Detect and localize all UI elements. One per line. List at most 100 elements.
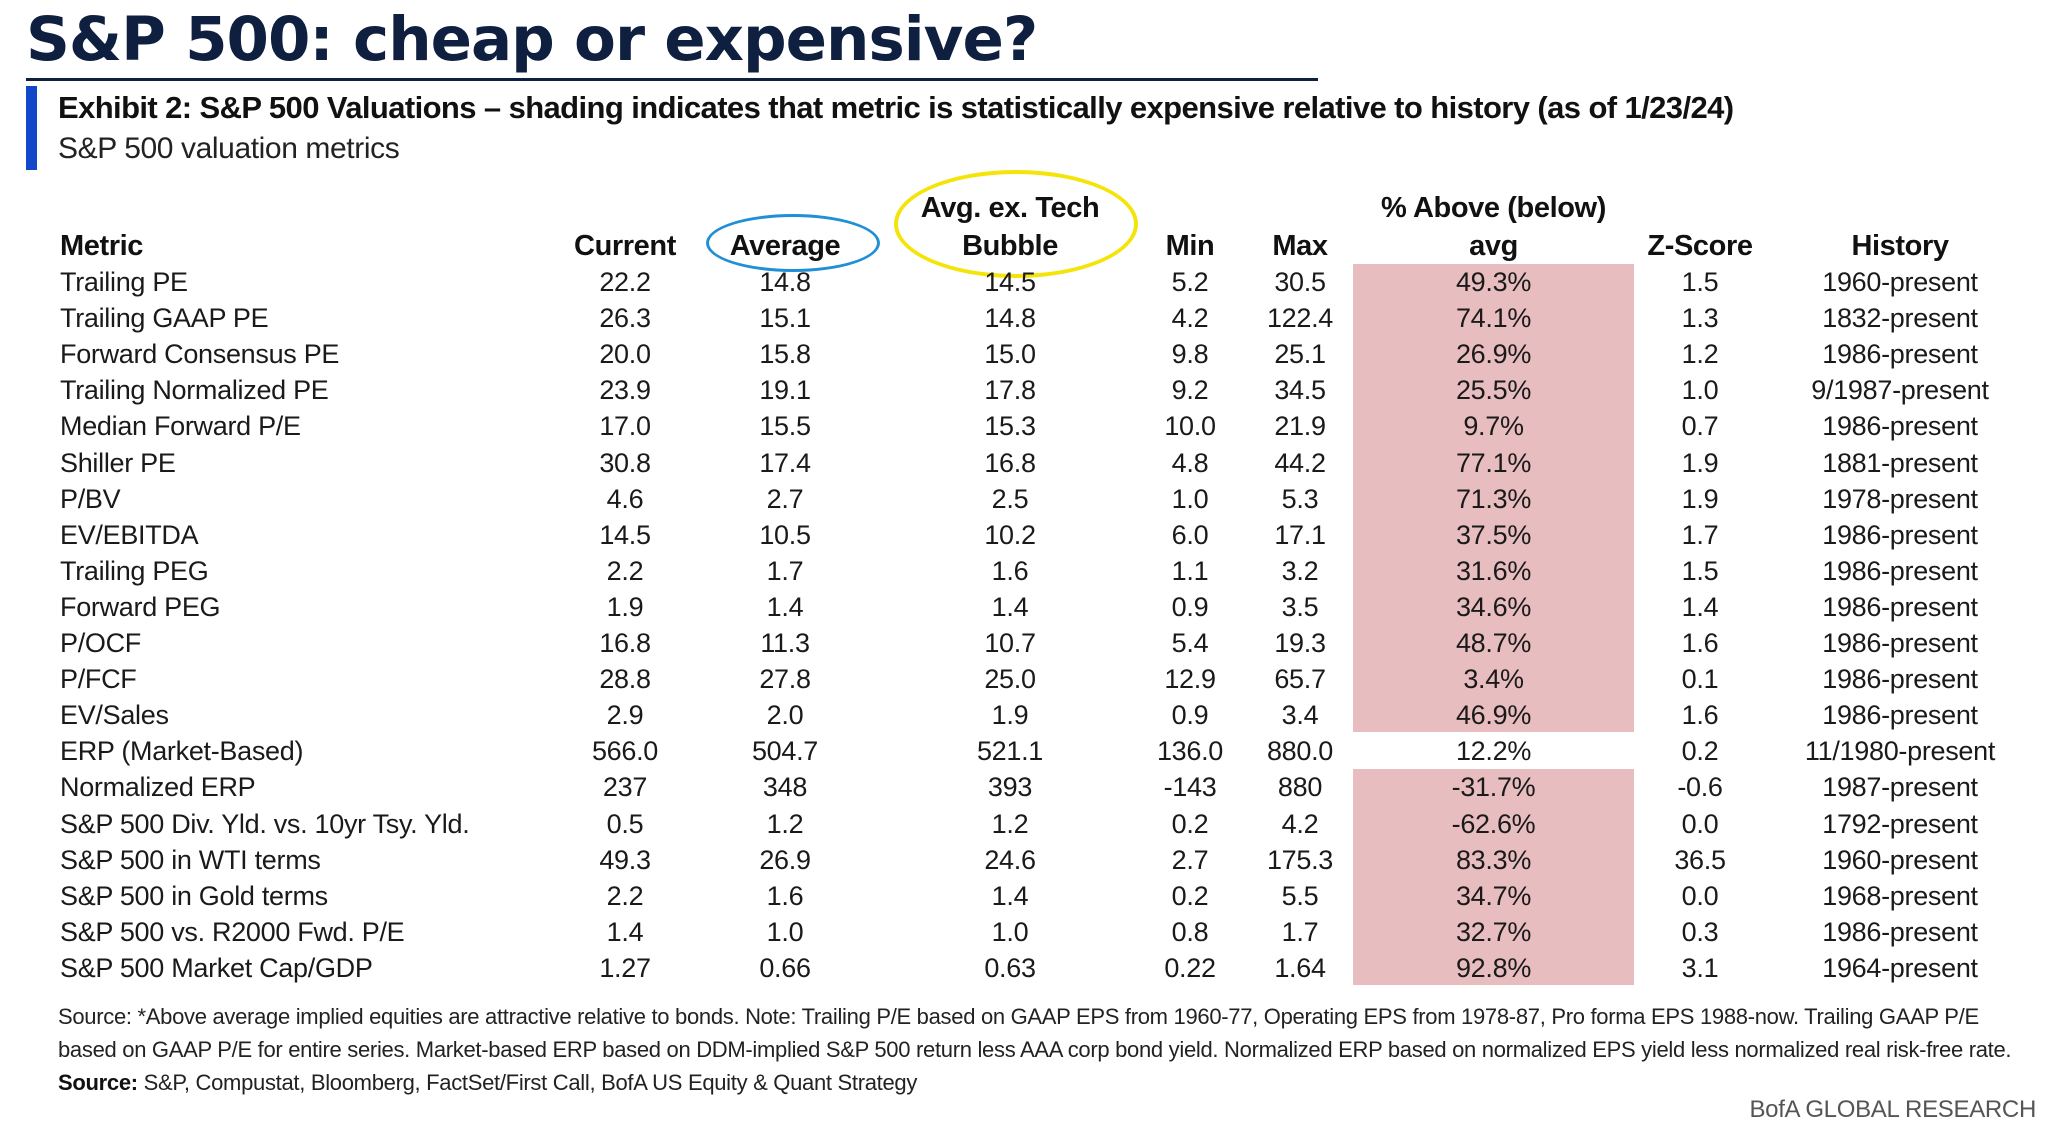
cell-average: 15.5 — [759, 411, 811, 442]
cell-pct-above: 12.2% — [1455, 736, 1532, 767]
cell-avg-ex-tech: 16.8 — [984, 447, 1036, 478]
cell-history: 1986-present — [1822, 339, 1978, 370]
cell-zscore: 0.2 — [1681, 736, 1719, 767]
cell-metric: Forward Consensus PE — [60, 339, 340, 370]
cell-avg-ex-tech: 10.2 — [984, 519, 1036, 550]
cell-metric: Trailing PEG — [60, 555, 209, 586]
cell-average: 26.9 — [759, 844, 811, 875]
cell-average: 1.2 — [766, 808, 804, 839]
cell-min: 0.2 — [1171, 808, 1209, 839]
table-row: Forward Consensus PE 20.0 15.8 15.0 9.8 25.1 2… — [0, 336, 2048, 372]
cell-pct-above: -62.6% — [1451, 808, 1536, 839]
cell-average: 27.8 — [759, 664, 811, 695]
cell-avg-ex-tech: 25.0 — [984, 664, 1036, 695]
cell-average: 15.8 — [759, 339, 811, 370]
cell-metric: S&P 500 vs. R2000 Fwd. P/E — [60, 916, 405, 947]
table-row: P/BV 4.6 2.7 2.5 1.0 5.3 71.3% 1.9 1978-present — [0, 481, 2048, 517]
table-row: Trailing PEG 2.2 1.7 1.6 1.1 3.2 31.6% 1.5 1986-… — [0, 553, 2048, 589]
cell-history: 1987-present — [1822, 772, 1978, 803]
cell-max: 30.5 — [1274, 267, 1326, 297]
cell-history: 1986-present — [1822, 664, 1978, 695]
header-average: Average — [729, 230, 841, 262]
cell-current: 1.4 — [606, 916, 644, 947]
cell-pct-above: 32.7% — [1455, 916, 1532, 947]
cell-zscore: 1.7 — [1681, 519, 1719, 550]
cell-average: 2.0 — [766, 700, 804, 731]
cell-min: 0.2 — [1171, 880, 1209, 911]
table-row: EV/Sales 2.9 2.0 1.9 0.9 3.4 46.9% 1.6 1986-pres… — [0, 697, 2048, 733]
cell-max: 19.3 — [1274, 628, 1326, 658]
cell-history: 1964-present — [1822, 952, 1978, 983]
cell-zscore: 36.5 — [1674, 844, 1726, 875]
cell-min: 5.4 — [1171, 628, 1209, 658]
cell-max: 880 — [1277, 772, 1323, 803]
cell-avg-ex-tech: 2.5 — [991, 483, 1029, 514]
header-max: Max — [1272, 230, 1328, 262]
source-line: Source: S&P, Compustat, Bloomberg, FactS… — [58, 1066, 917, 1099]
table-row: Trailing GAAP PE 26.3 15.1 14.8 4.2 122.4 74.1… — [0, 300, 2048, 336]
cell-metric: Trailing GAAP PE — [60, 303, 269, 334]
cell-current: 17.0 — [599, 411, 651, 442]
cell-avg-ex-tech: 10.7 — [984, 628, 1036, 658]
cell-pct-above: 9.7% — [1463, 411, 1524, 442]
cell-history: 1968-present — [1822, 880, 1978, 911]
header-avg-ex-tech-line1: Avg. ex. Tech — [920, 192, 1100, 224]
cell-avg-ex-tech: 15.3 — [984, 411, 1036, 442]
cell-zscore: 1.6 — [1681, 700, 1719, 731]
cell-avg-ex-tech: 14.8 — [984, 303, 1036, 334]
cell-current: 2.2 — [606, 555, 644, 586]
cell-current: 14.5 — [599, 519, 651, 550]
cell-metric: S&P 500 Market Cap/GDP — [60, 952, 373, 983]
cell-min: 0.9 — [1171, 700, 1209, 731]
cell-metric: EV/EBITDA — [60, 519, 199, 550]
table-row: S&P 500 vs. R2000 Fwd. P/E 1.4 1.0 1.0 0.8 1.… — [0, 914, 2048, 950]
cell-min: 5.2 — [1171, 267, 1209, 297]
cell-current: 0.5 — [606, 808, 644, 839]
cell-current: 30.8 — [599, 447, 651, 478]
cell-avg-ex-tech: 521.1 — [976, 736, 1044, 767]
cell-history: 1986-present — [1822, 591, 1978, 622]
table-row: S&P 500 Market Cap/GDP 1.27 0.66 0.63 0.22 1.… — [0, 950, 2048, 986]
cell-min: 1.1 — [1171, 555, 1209, 586]
cell-history: 11/1980-present — [1804, 736, 1996, 767]
cell-zscore: 1.3 — [1681, 303, 1719, 334]
cell-min: 6.0 — [1171, 519, 1209, 550]
cell-max: 5.3 — [1281, 483, 1319, 514]
cell-history: 1986-present — [1822, 916, 1978, 947]
cell-zscore: 1.2 — [1681, 339, 1719, 370]
cell-avg-ex-tech: 1.2 — [991, 808, 1029, 839]
table-row: Forward PEG 1.9 1.4 1.4 0.9 3.5 34.6% 1.4 1986-p… — [0, 589, 2048, 625]
cell-zscore: 0.3 — [1681, 916, 1719, 947]
cell-avg-ex-tech: 0.63 — [984, 952, 1036, 983]
source-text: S&P, Compustat, Bloomberg, FactSet/First… — [137, 1070, 918, 1095]
cell-average: 14.8 — [759, 267, 811, 297]
cell-min: 12.9 — [1164, 664, 1216, 695]
exhibit-subtitle: S&P 500 valuation metrics — [58, 132, 400, 165]
cell-history: 1832-present — [1822, 303, 1978, 334]
cell-zscore: -0.6 — [1677, 772, 1723, 803]
table-row: Trailing PE 22.2 14.8 14.5 5.2 30.5 49.3% 1.5 19… — [0, 264, 2048, 300]
header-min: Min — [1165, 230, 1215, 262]
cell-min: 1.0 — [1171, 483, 1209, 514]
cell-average: 504.7 — [751, 736, 819, 767]
cell-average: 10.5 — [759, 519, 811, 550]
cell-pct-above: -31.7% — [1451, 772, 1536, 803]
footnote: Source: *Above average implied equities … — [58, 1004, 2012, 1062]
table-row: P/OCF 16.8 11.3 10.7 5.4 19.3 48.7% 1.6 1986-pre… — [0, 625, 2048, 661]
average-highlight-circle — [706, 214, 880, 272]
cell-current: 4.6 — [606, 483, 644, 514]
cell-history: 1960-present — [1822, 844, 1978, 875]
cell-pct-above: 3.4% — [1463, 664, 1524, 695]
cell-zscore: 0.0 — [1681, 880, 1719, 911]
expensive-shading-bottom — [1353, 769, 1634, 985]
cell-avg-ex-tech: 15.0 — [984, 339, 1036, 370]
cell-history: 1881-present — [1822, 447, 1978, 478]
cell-current: 2.9 — [606, 700, 644, 731]
table-row: Trailing Normalized PE 23.9 19.1 17.8 9.2 34.… — [0, 372, 2048, 408]
cell-zscore: 1.5 — [1681, 555, 1719, 586]
header-metric: Metric — [60, 230, 144, 262]
cell-avg-ex-tech: 393 — [987, 772, 1033, 803]
header-zscore: Z-Score — [1647, 230, 1753, 262]
cell-metric: S&P 500 in Gold terms — [60, 880, 328, 911]
cell-avg-ex-tech: 14.5 — [984, 267, 1036, 297]
